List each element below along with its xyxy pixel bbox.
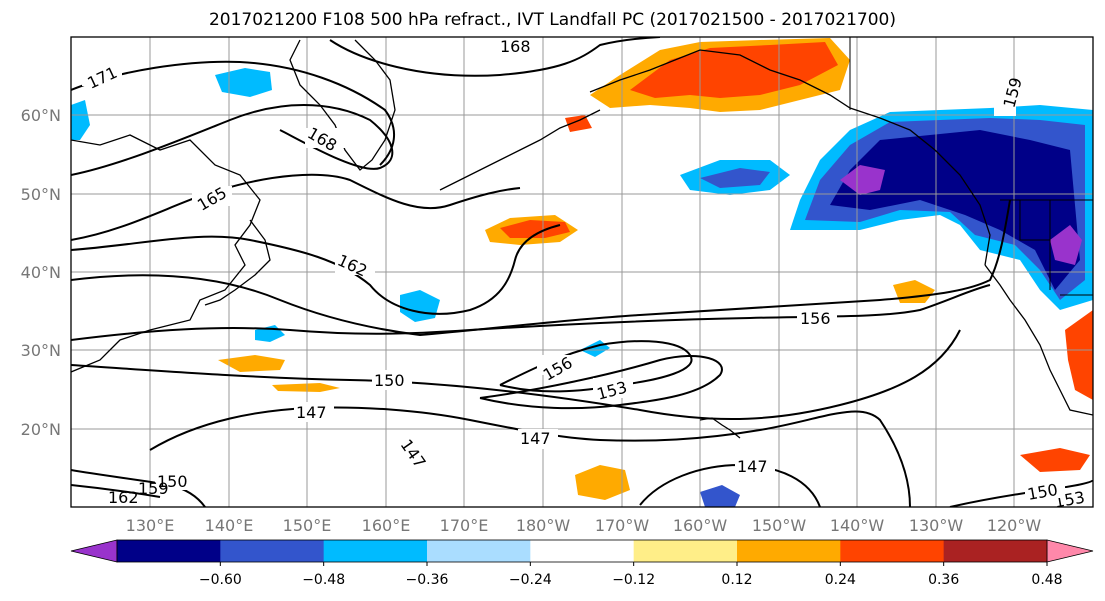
colorbar-tick-label: −0.48 xyxy=(302,572,345,588)
negative-anomaly-patch xyxy=(71,100,90,140)
colorbar-segment xyxy=(840,540,945,562)
contour-label: 150 xyxy=(157,472,188,491)
colorbar-tick-label: 0.48 xyxy=(1031,572,1062,588)
lon-label: 180°W xyxy=(516,516,571,535)
contour-label: 162 xyxy=(108,488,139,507)
colorbar-segment xyxy=(117,540,221,562)
lon-label: 130°E xyxy=(126,516,175,535)
contour-168b xyxy=(329,37,661,77)
colorbar-extend-low xyxy=(70,539,118,563)
contour-162 xyxy=(71,224,561,315)
height-contours xyxy=(71,37,1093,507)
lat-label: 20°N xyxy=(21,420,61,439)
shading-layer xyxy=(71,38,1093,507)
colorbar-tick-label: 0.36 xyxy=(928,572,959,588)
lon-label: 130°W xyxy=(909,516,964,535)
contour-159 xyxy=(71,199,1011,337)
contour-label: 147 xyxy=(520,429,551,448)
contour-label: 159 xyxy=(138,479,169,498)
extreme-negative-anomaly-patch xyxy=(1050,225,1082,265)
positive-anomaly-patch xyxy=(1065,310,1093,400)
alaska-coast xyxy=(589,49,991,266)
lon-label: 150°W xyxy=(752,516,807,535)
positive-anomaly-patch xyxy=(565,115,592,132)
colorbar-extend-high xyxy=(1046,539,1094,563)
colorbar-segment xyxy=(737,540,841,562)
contour-153 xyxy=(479,354,723,410)
contour-171 xyxy=(71,60,396,166)
contour-156 xyxy=(71,284,991,341)
lon-label: 160°E xyxy=(362,516,411,535)
contour-label: 168 xyxy=(500,37,531,56)
contour-label: 147 xyxy=(737,457,768,476)
colorbar-segment xyxy=(530,540,635,562)
colorbar-segment xyxy=(323,540,428,562)
colorbar-segment xyxy=(220,540,325,562)
lon-label: 160°W xyxy=(673,516,728,535)
map-frame xyxy=(70,36,1094,508)
contour-168 xyxy=(71,104,394,176)
moderate-negative-anomaly-patch xyxy=(700,168,770,188)
contour-label: 147 xyxy=(296,403,327,422)
colorbar-segment xyxy=(427,540,531,562)
strong-negative-anomaly-patch xyxy=(830,130,1080,290)
contour-165 xyxy=(71,173,521,241)
lat-label: 60°N xyxy=(21,106,61,125)
extreme-negative-anomaly-patch xyxy=(840,165,885,195)
contour-153b xyxy=(71,484,161,498)
aleutian-chain xyxy=(439,109,601,191)
lon-label: 170°E xyxy=(440,516,489,535)
north-america-coast xyxy=(984,264,1093,416)
strong-positive-anomaly-patch xyxy=(630,42,838,98)
colorbar-tick-label: 0.12 xyxy=(721,572,752,588)
lat-label: 40°N xyxy=(21,263,61,282)
political-borders xyxy=(849,37,1093,296)
lat-label: 50°N xyxy=(21,185,61,204)
colorbar-tick-label: −0.36 xyxy=(406,572,449,588)
lon-label: 140°E xyxy=(205,516,254,535)
colorbar-segment xyxy=(943,540,1048,562)
latitude-labels: 60°N 50°N 40°N 30°N 20°N xyxy=(21,106,61,439)
positive-anomaly-patch xyxy=(272,383,340,392)
lon-label: 120°W xyxy=(987,516,1042,535)
colorbar-tick-label: −0.24 xyxy=(509,572,552,588)
positive-anomaly-patch xyxy=(218,355,285,372)
contour-label: 156 xyxy=(800,309,831,328)
colorbar-frame xyxy=(116,539,1048,563)
contour-label: 150 xyxy=(374,371,405,390)
lat-label: 30°N xyxy=(21,341,61,360)
colorbar-tick-label: −0.12 xyxy=(612,572,655,588)
contour-150 xyxy=(71,329,961,421)
positive-anomaly-patch xyxy=(1020,448,1090,472)
strong-positive-anomaly-patch xyxy=(500,220,570,238)
negative-anomaly-patch xyxy=(700,485,740,507)
colorbar: −0.60 −0.48 −0.36 −0.24 −0.12 0.12 0.24 0.36 0.4… xyxy=(70,539,1094,588)
japan-coast xyxy=(204,219,271,306)
longitude-labels: 130°E 140°E 150°E 160°E 170°E 180°W 170°… xyxy=(126,516,1042,535)
colorbar-segment xyxy=(633,540,738,562)
kamchatka-coast xyxy=(289,39,396,171)
lon-label: 140°W xyxy=(830,516,885,535)
lon-label: 170°W xyxy=(595,516,650,535)
lon-label: 150°E xyxy=(283,516,332,535)
colorbar-tick-label: −0.60 xyxy=(199,572,242,588)
colorbar-tick-label: 0.24 xyxy=(825,572,856,588)
map-title: 2017021200 F108 500 hPa refract., IVT La… xyxy=(208,10,896,30)
positive-anomaly-patch xyxy=(575,465,630,500)
